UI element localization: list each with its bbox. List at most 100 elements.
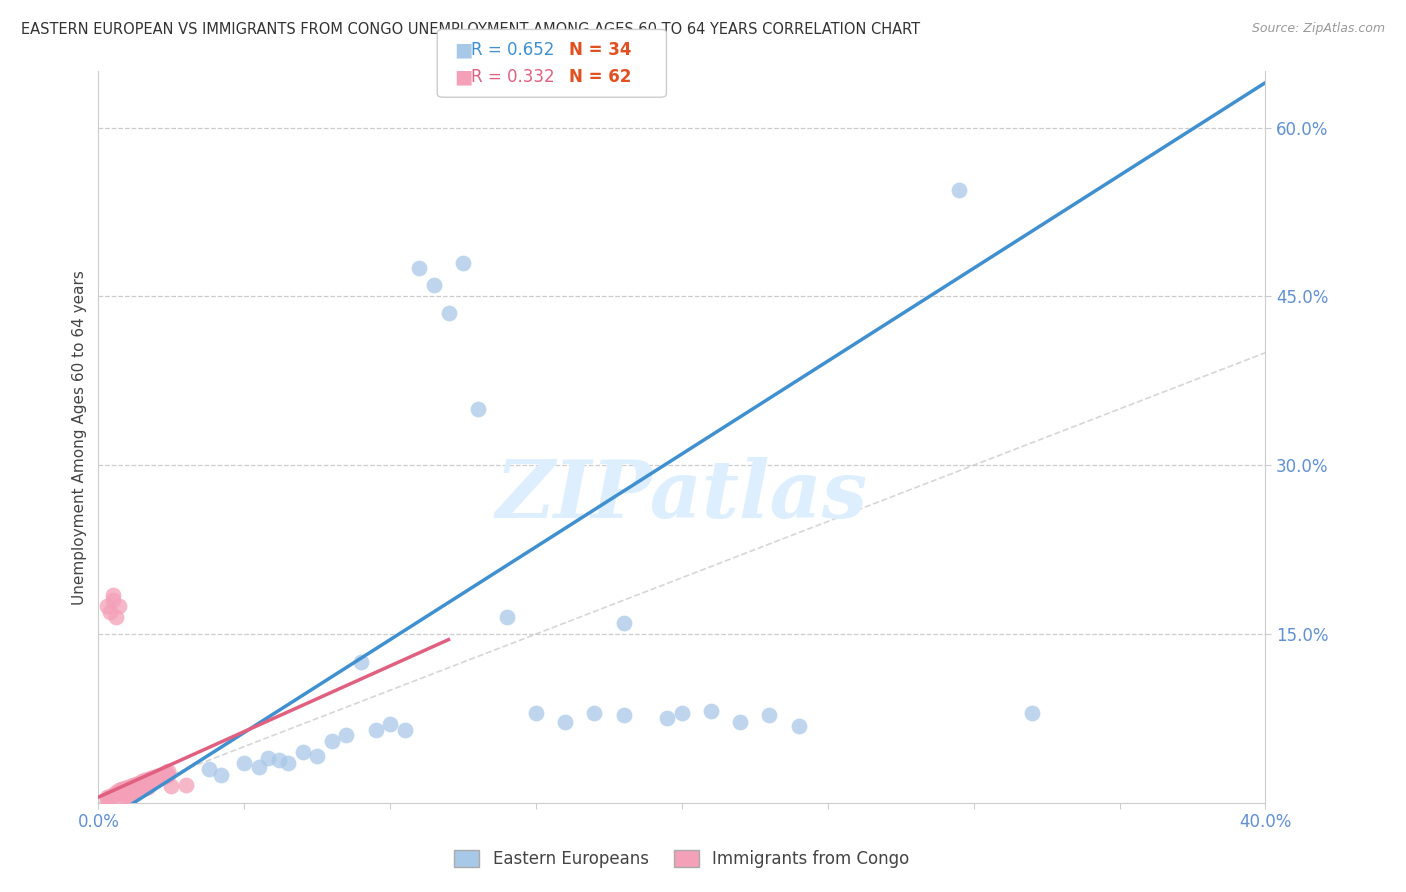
Point — [307, 748, 329, 763]
Point — [364, 723, 387, 737]
Text: N = 34: N = 34 — [569, 41, 631, 59]
Point — [117, 784, 139, 798]
Point — [128, 775, 150, 789]
Point — [122, 786, 145, 800]
Point — [134, 781, 156, 796]
Point — [96, 599, 118, 613]
Point — [335, 728, 357, 742]
Point — [612, 708, 634, 723]
Point — [269, 753, 291, 767]
Text: ZIPatlas: ZIPatlas — [496, 457, 868, 534]
Point — [122, 778, 145, 792]
Point — [131, 778, 153, 792]
Point — [131, 782, 153, 797]
Point — [96, 790, 118, 805]
Point — [671, 706, 693, 720]
Point — [134, 773, 156, 788]
Point — [114, 783, 136, 797]
Point — [101, 788, 124, 802]
Point — [98, 789, 121, 803]
Point — [149, 767, 172, 781]
Point — [104, 787, 127, 801]
Point — [136, 775, 159, 789]
Point — [152, 770, 174, 784]
Point — [111, 782, 134, 797]
Point — [108, 783, 131, 797]
Point — [233, 756, 256, 771]
Text: ■: ■ — [454, 40, 472, 60]
Point — [104, 784, 127, 798]
Point — [291, 745, 314, 759]
Point — [139, 771, 162, 785]
Point — [209, 767, 232, 781]
Point — [467, 401, 489, 416]
Point — [380, 717, 402, 731]
Point — [423, 278, 446, 293]
Point — [125, 784, 148, 798]
Point — [174, 778, 197, 792]
Point — [125, 780, 148, 794]
Point — [146, 772, 169, 787]
Point — [394, 723, 416, 737]
Point — [101, 588, 124, 602]
Point — [408, 261, 430, 276]
Point — [136, 772, 159, 787]
Point — [157, 764, 180, 779]
Point — [134, 777, 156, 791]
Point — [155, 765, 177, 780]
Point — [128, 783, 150, 797]
Text: R = 0.332: R = 0.332 — [471, 68, 554, 86]
Point — [524, 706, 547, 720]
Point — [142, 770, 165, 784]
Point — [948, 182, 970, 196]
Point — [198, 762, 221, 776]
Text: ■: ■ — [454, 67, 472, 87]
Point — [98, 791, 121, 805]
Point — [117, 788, 139, 802]
Point — [114, 781, 136, 796]
Point — [108, 786, 131, 800]
Text: N = 62: N = 62 — [569, 68, 631, 86]
Point — [730, 714, 752, 729]
Point — [700, 704, 723, 718]
Point — [657, 711, 679, 725]
Point — [256, 751, 278, 765]
Point — [350, 655, 373, 669]
Point — [758, 708, 780, 723]
Point — [128, 779, 150, 793]
Point — [139, 774, 162, 789]
Point — [787, 719, 810, 733]
Point — [111, 790, 134, 805]
Point — [101, 593, 124, 607]
Point — [114, 789, 136, 803]
Point — [122, 781, 145, 796]
Point — [108, 599, 131, 613]
Point — [120, 787, 142, 801]
Text: Source: ZipAtlas.com: Source: ZipAtlas.com — [1251, 22, 1385, 36]
Point — [152, 766, 174, 780]
Point — [117, 780, 139, 794]
Text: EASTERN EUROPEAN VS IMMIGRANTS FROM CONGO UNEMPLOYMENT AMONG AGES 60 TO 64 YEARS: EASTERN EUROPEAN VS IMMIGRANTS FROM CONG… — [21, 22, 920, 37]
Point — [247, 760, 270, 774]
Y-axis label: Unemployment Among Ages 60 to 64 years: Unemployment Among Ages 60 to 64 years — [72, 269, 87, 605]
Point — [496, 610, 519, 624]
Point — [146, 769, 169, 783]
Point — [277, 756, 299, 771]
Point — [583, 706, 606, 720]
Point — [1021, 706, 1043, 720]
Point — [131, 774, 153, 789]
Point — [437, 306, 460, 320]
Text: R = 0.652: R = 0.652 — [471, 41, 554, 59]
Legend: Eastern Europeans, Immigrants from Congo: Eastern Europeans, Immigrants from Congo — [447, 844, 917, 875]
Point — [149, 771, 172, 785]
Point — [321, 734, 343, 748]
Point — [554, 714, 576, 729]
Point — [451, 255, 474, 269]
Point — [612, 615, 634, 630]
Point — [120, 779, 142, 793]
Point — [157, 767, 180, 781]
Point — [98, 605, 121, 619]
Point — [142, 773, 165, 788]
Point — [125, 777, 148, 791]
Point — [96, 792, 118, 806]
